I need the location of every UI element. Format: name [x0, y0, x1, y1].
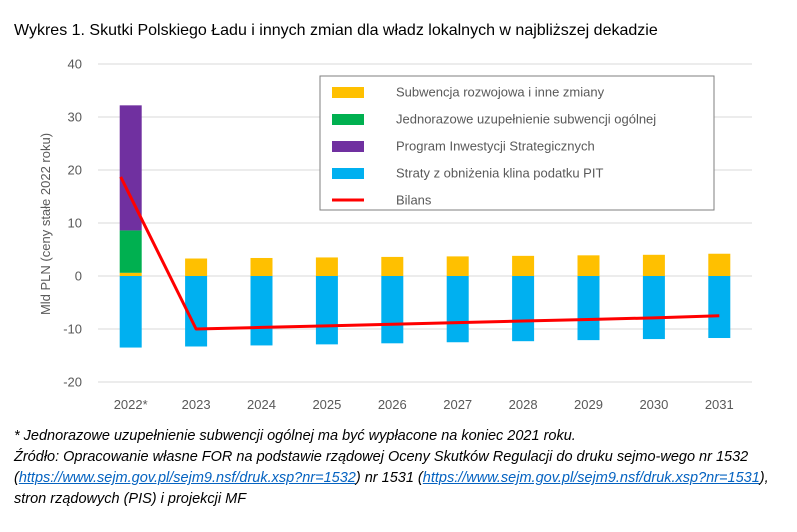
legend-swatch — [332, 114, 364, 125]
y-tick-label: 0 — [75, 269, 82, 284]
bar-subwencja-rozwojowa-i-inne-zmiany — [250, 257, 273, 276]
bar-straty-z-obniz-enia-klina-podatku-pit — [250, 276, 273, 346]
y-tick-label: -20 — [63, 375, 82, 390]
bar-subwencja-rozwojowa-i-inne-zmiany — [708, 253, 731, 276]
legend: Subwencja rozwojowa i inne zmiany Jednora… — [319, 75, 715, 211]
bar-straty-z-obniz-enia-klina-podatku-pit — [119, 276, 142, 348]
bar-straty-z-obniz-enia-klina-podatku-pit — [642, 276, 665, 340]
bar-jednorazowe-uzupe-nienie-subwencji-ogo-lnej — [119, 230, 142, 273]
bar-subwencja-rozwojowa-i-inne-zmiany — [119, 272, 142, 276]
source-suffix: ), stron rządowych (PIS) i projekcji MF — [14, 470, 769, 507]
x-tick-label: 2027 — [443, 397, 472, 412]
y-tick-labels: -20 -10 0 10 20 30 40 — [63, 57, 82, 390]
bars — [119, 105, 731, 348]
source-note: Źródło: Opracowanie własne FOR na podsta… — [14, 447, 784, 510]
source-middle: ) nr 1531 ( — [355, 470, 423, 486]
bar-subwencja-rozwojowa-i-inne-zmiany — [185, 258, 208, 276]
bar-program-inwestycji-strategicznych — [119, 105, 142, 231]
legend-swatch — [332, 141, 364, 152]
bilans-line-group — [119, 176, 720, 331]
legend-label: Jednorazowe uzupełnienie subwencji ogóln… — [396, 112, 656, 127]
legend-label: Program Inwestycji Strategicznych — [396, 139, 595, 154]
legend-swatch — [332, 87, 364, 98]
y-tick-label: 40 — [68, 57, 82, 72]
bar-subwencja-rozwojowa-i-inne-zmiany — [381, 256, 404, 276]
chart-title: Wykres 1. Skutki Polskiego Ładu i innych… — [14, 22, 658, 39]
bar-straty-z-obniz-enia-klina-podatku-pit — [577, 276, 600, 341]
x-tick-label: 2031 — [705, 397, 734, 412]
legend-swatch — [332, 168, 364, 179]
source-prefix: Źródło: Opracowanie własne FOR na podsta… — [14, 449, 749, 486]
x-tick-label: 2029 — [574, 397, 603, 412]
legend-label: Bilans — [396, 193, 432, 208]
x-tick-label: 2030 — [639, 397, 668, 412]
legend-label: Straty z obniżenia klina podatku PIT — [396, 166, 603, 181]
bar-straty-z-obniz-enia-klina-podatku-pit — [315, 276, 338, 345]
bar-straty-z-obniz-enia-klina-podatku-pit — [446, 276, 469, 343]
footnote: * Jednorazowe uzupełnienie subwencji ogó… — [14, 428, 576, 444]
bar-subwencja-rozwojowa-i-inne-zmiany — [642, 254, 665, 276]
x-tick-label: 2028 — [509, 397, 538, 412]
source-link-1531[interactable]: https://www.sejm.gov.pl/sejm9.nsf/druk.x… — [422, 470, 760, 486]
y-tick-label: 20 — [68, 163, 82, 178]
bar-straty-z-obniz-enia-klina-podatku-pit — [381, 276, 404, 344]
legend-label: Subwencja rozwojowa i inne zmiany — [396, 85, 605, 100]
bar-subwencja-rozwojowa-i-inne-zmiany — [577, 255, 600, 276]
x-tick-labels: 2022* 2023 2024 2025 2026 2027 2028 2029 2030 203… — [114, 397, 734, 412]
x-tick-label: 2023 — [182, 397, 211, 412]
x-tick-label: 2025 — [312, 397, 341, 412]
y-tick-label: -10 — [63, 322, 82, 337]
source-link-1532[interactable]: https://www.sejm.gov.pl/sejm9.nsf/druk.x… — [18, 470, 356, 486]
bar-straty-z-obniz-enia-klina-podatku-pit — [708, 276, 731, 339]
notes: * Jednorazowe uzupełnienie subwencji ogó… — [14, 426, 784, 510]
bar-straty-z-obniz-enia-klina-podatku-pit — [512, 276, 535, 342]
chart-area: Mld PLN (ceny stałe 2022 roku) -20 -10 0 10… — [38, 57, 752, 412]
x-tick-label: 2026 — [378, 397, 407, 412]
bilans-line — [119, 176, 720, 331]
y-tick-label: 10 — [68, 216, 82, 231]
bar-subwencja-rozwojowa-i-inne-zmiany — [512, 255, 535, 276]
y-axis-label: Mld PLN (ceny stałe 2022 roku) — [38, 133, 53, 315]
bar-subwencja-rozwojowa-i-inne-zmiany — [446, 256, 469, 276]
bar-subwencja-rozwojowa-i-inne-zmiany — [315, 257, 338, 276]
y-tick-label: 30 — [68, 110, 82, 125]
legend-box — [319, 75, 715, 211]
x-tick-label: 2024 — [247, 397, 276, 412]
x-tick-label: 2022* — [114, 397, 148, 412]
